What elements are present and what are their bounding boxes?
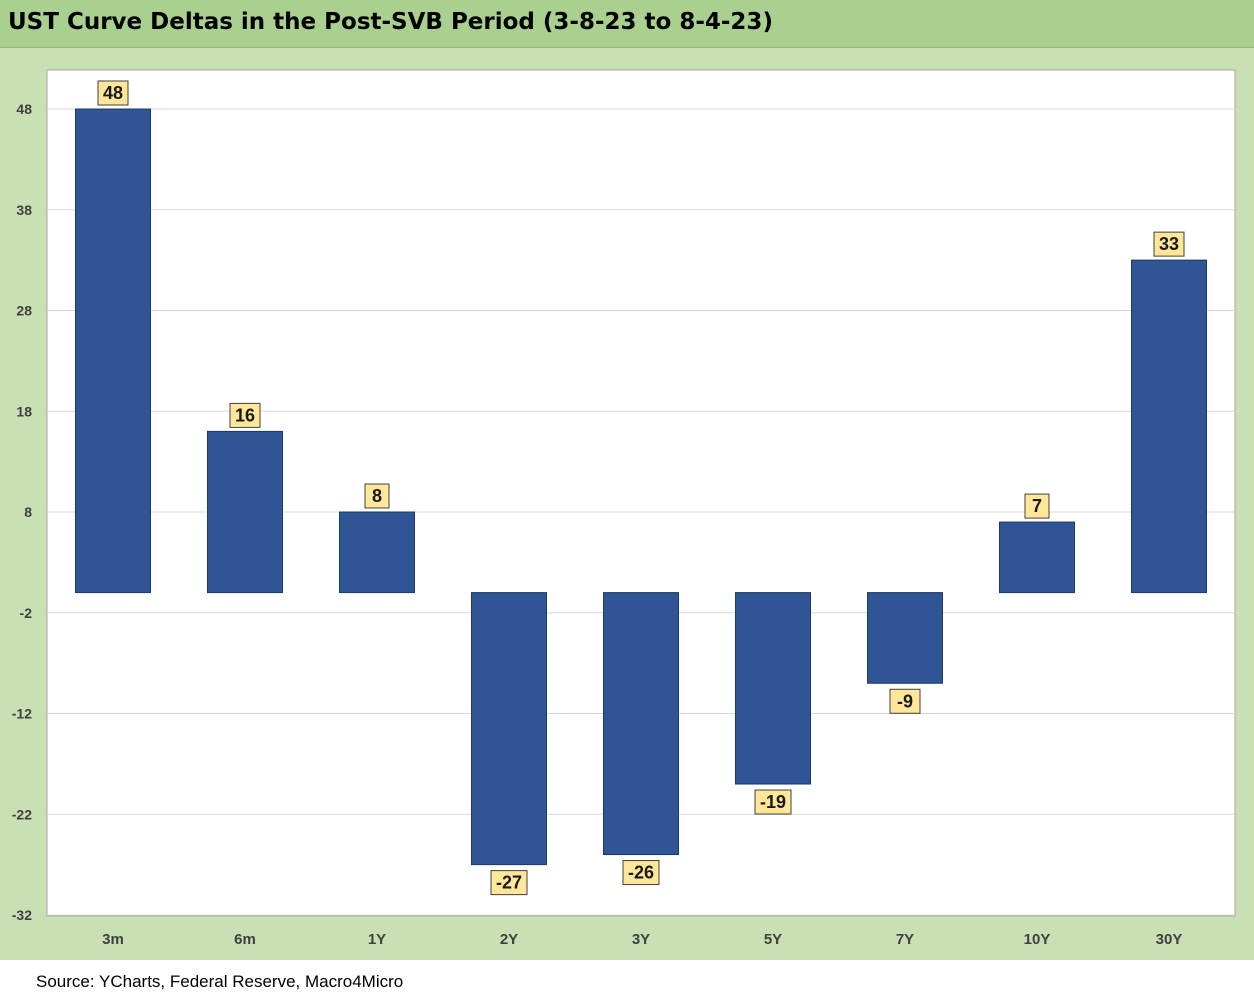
y-axis-ticks: 48 38 28 18 8 -2 -12 -22 -32 bbox=[12, 101, 32, 923]
data-label: -19 bbox=[760, 792, 786, 812]
bar-6m bbox=[207, 430, 283, 594]
footer: Source: YCharts, Federal Reserve, Macro4… bbox=[0, 960, 1254, 1000]
bar-30Y bbox=[1131, 259, 1207, 594]
data-labels: 48 16 8 -27 -26 -19 -9 7 33 bbox=[97, 80, 1185, 896]
bar-7Y bbox=[867, 592, 943, 684]
data-label: 16 bbox=[235, 405, 255, 425]
chart-area: 48 16 8 -27 -26 -19 -9 7 33 48 38 28 18 8 -2 -12 -22 -32… bbox=[0, 48, 1254, 960]
data-label: 7 bbox=[1032, 496, 1042, 516]
x-tick-label: 10Y bbox=[1024, 931, 1051, 948]
y-tick-label: -32 bbox=[12, 907, 32, 923]
data-label-box bbox=[229, 402, 261, 428]
y-tick-label: 8 bbox=[24, 504, 32, 520]
data-label: -9 bbox=[897, 691, 913, 711]
bar-chart: 48 16 8 -27 -26 -19 -9 7 33 48 38 28 18 8 -2 -12 -22 -32… bbox=[12, 69, 1236, 948]
y-tick-label: 38 bbox=[16, 202, 32, 218]
y-tick-label: 18 bbox=[16, 403, 32, 419]
data-label: 8 bbox=[372, 486, 382, 506]
data-label-box bbox=[622, 860, 660, 886]
bar-3m bbox=[75, 108, 151, 594]
bar-10Y bbox=[999, 521, 1075, 594]
data-label: 33 bbox=[1159, 234, 1179, 254]
source-note: Source: YCharts, Federal Reserve, Macro4… bbox=[36, 972, 404, 991]
chart-title: UST Curve Deltas in the Post-SVB Period … bbox=[8, 9, 773, 35]
y-tick-label: -12 bbox=[12, 706, 32, 722]
bars bbox=[75, 108, 1207, 866]
bar-2Y bbox=[471, 592, 547, 866]
bar-1Y bbox=[339, 511, 415, 594]
data-label-box bbox=[754, 789, 792, 815]
x-tick-label: 3m bbox=[102, 931, 124, 948]
y-tick-label: -22 bbox=[12, 806, 32, 822]
data-label-box bbox=[1153, 231, 1185, 257]
title-bar: UST Curve Deltas in the Post-SVB Period … bbox=[0, 0, 1254, 48]
data-label-box bbox=[889, 688, 921, 714]
x-tick-label: 6m bbox=[234, 931, 256, 948]
data-label-box bbox=[97, 80, 129, 106]
data-label: -26 bbox=[628, 863, 654, 883]
y-tick-label: 48 bbox=[16, 101, 32, 117]
data-label: -27 bbox=[496, 873, 522, 893]
y-tick-label: 28 bbox=[16, 303, 32, 319]
x-tick-label: 5Y bbox=[764, 931, 782, 948]
x-tick-label: 30Y bbox=[1156, 931, 1183, 948]
data-label-box bbox=[364, 483, 390, 509]
x-axis-labels: 3m 6m 1Y 2Y 3Y 5Y 7Y 10Y 30Y bbox=[102, 931, 1182, 948]
x-tick-label: 3Y bbox=[632, 931, 650, 948]
x-tick-label: 1Y bbox=[368, 931, 386, 948]
x-tick-label: 7Y bbox=[896, 931, 914, 948]
data-label-box bbox=[1024, 493, 1050, 519]
bar-3Y bbox=[603, 592, 679, 856]
x-tick-label: 2Y bbox=[500, 931, 518, 948]
data-label-box bbox=[490, 870, 528, 896]
y-tick-label: -2 bbox=[20, 605, 33, 621]
data-label: 48 bbox=[103, 83, 123, 103]
bar-5Y bbox=[735, 592, 811, 785]
